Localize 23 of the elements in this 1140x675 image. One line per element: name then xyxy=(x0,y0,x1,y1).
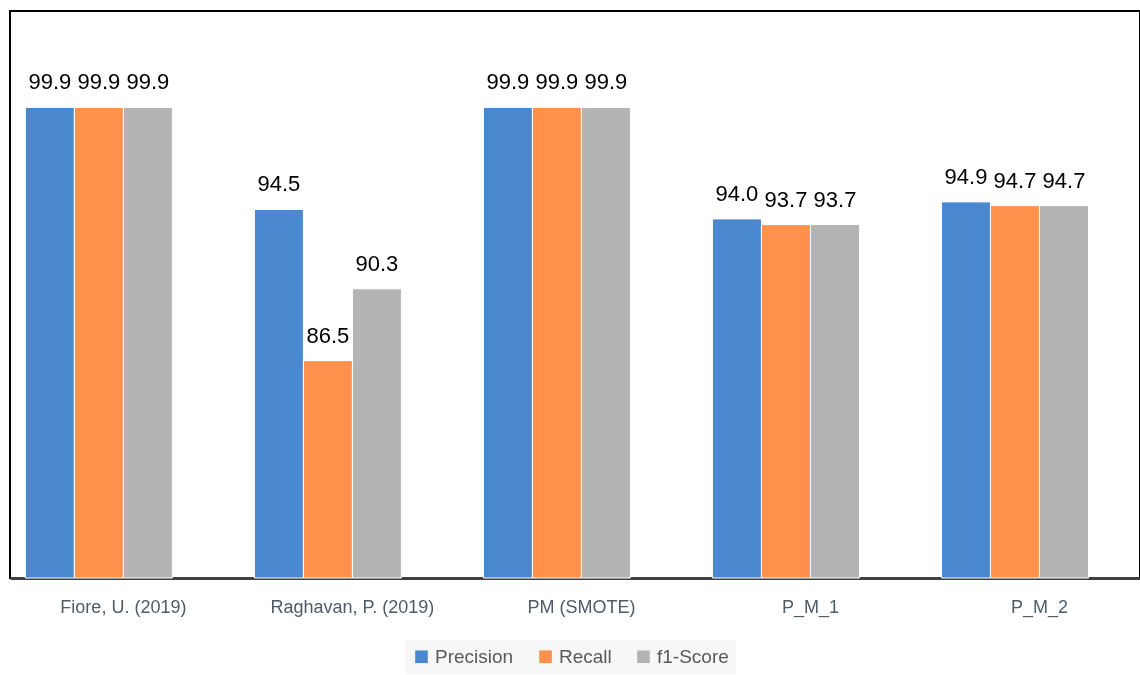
x-tick-label: Raghavan, P. (2019) xyxy=(270,596,435,617)
x-tick-label: P_M_2 xyxy=(1010,596,1068,618)
data-label: 99.9 xyxy=(535,69,579,95)
data-label: 99.9 xyxy=(486,69,530,95)
data-label: 99.9 xyxy=(126,69,170,95)
data-label: 93.7 xyxy=(764,186,808,212)
legend-label: Precision xyxy=(435,645,514,667)
legend-label: f1-Score xyxy=(657,645,729,667)
x-tick-label: Fiore, U. (2019) xyxy=(60,596,187,617)
data-label: 99.9 xyxy=(584,69,628,95)
x-tick-label: P_M_1 xyxy=(781,596,839,618)
data-label: 94.0 xyxy=(715,180,759,206)
x-tick-label: PM (SMOTE) xyxy=(527,596,636,617)
data-label: 94.9 xyxy=(944,163,988,189)
data-label: 99.9 xyxy=(77,69,121,95)
data-label: 93.7 xyxy=(813,186,857,212)
data-label: 94.7 xyxy=(993,167,1037,193)
data-label: 99.9 xyxy=(28,69,72,95)
data-label: 94.7 xyxy=(1042,167,1086,193)
data-label: 94.5 xyxy=(257,171,301,197)
data-label: 90.3 xyxy=(355,250,399,276)
data-label: 86.5 xyxy=(306,322,350,348)
legend-label: Recall xyxy=(559,645,612,667)
